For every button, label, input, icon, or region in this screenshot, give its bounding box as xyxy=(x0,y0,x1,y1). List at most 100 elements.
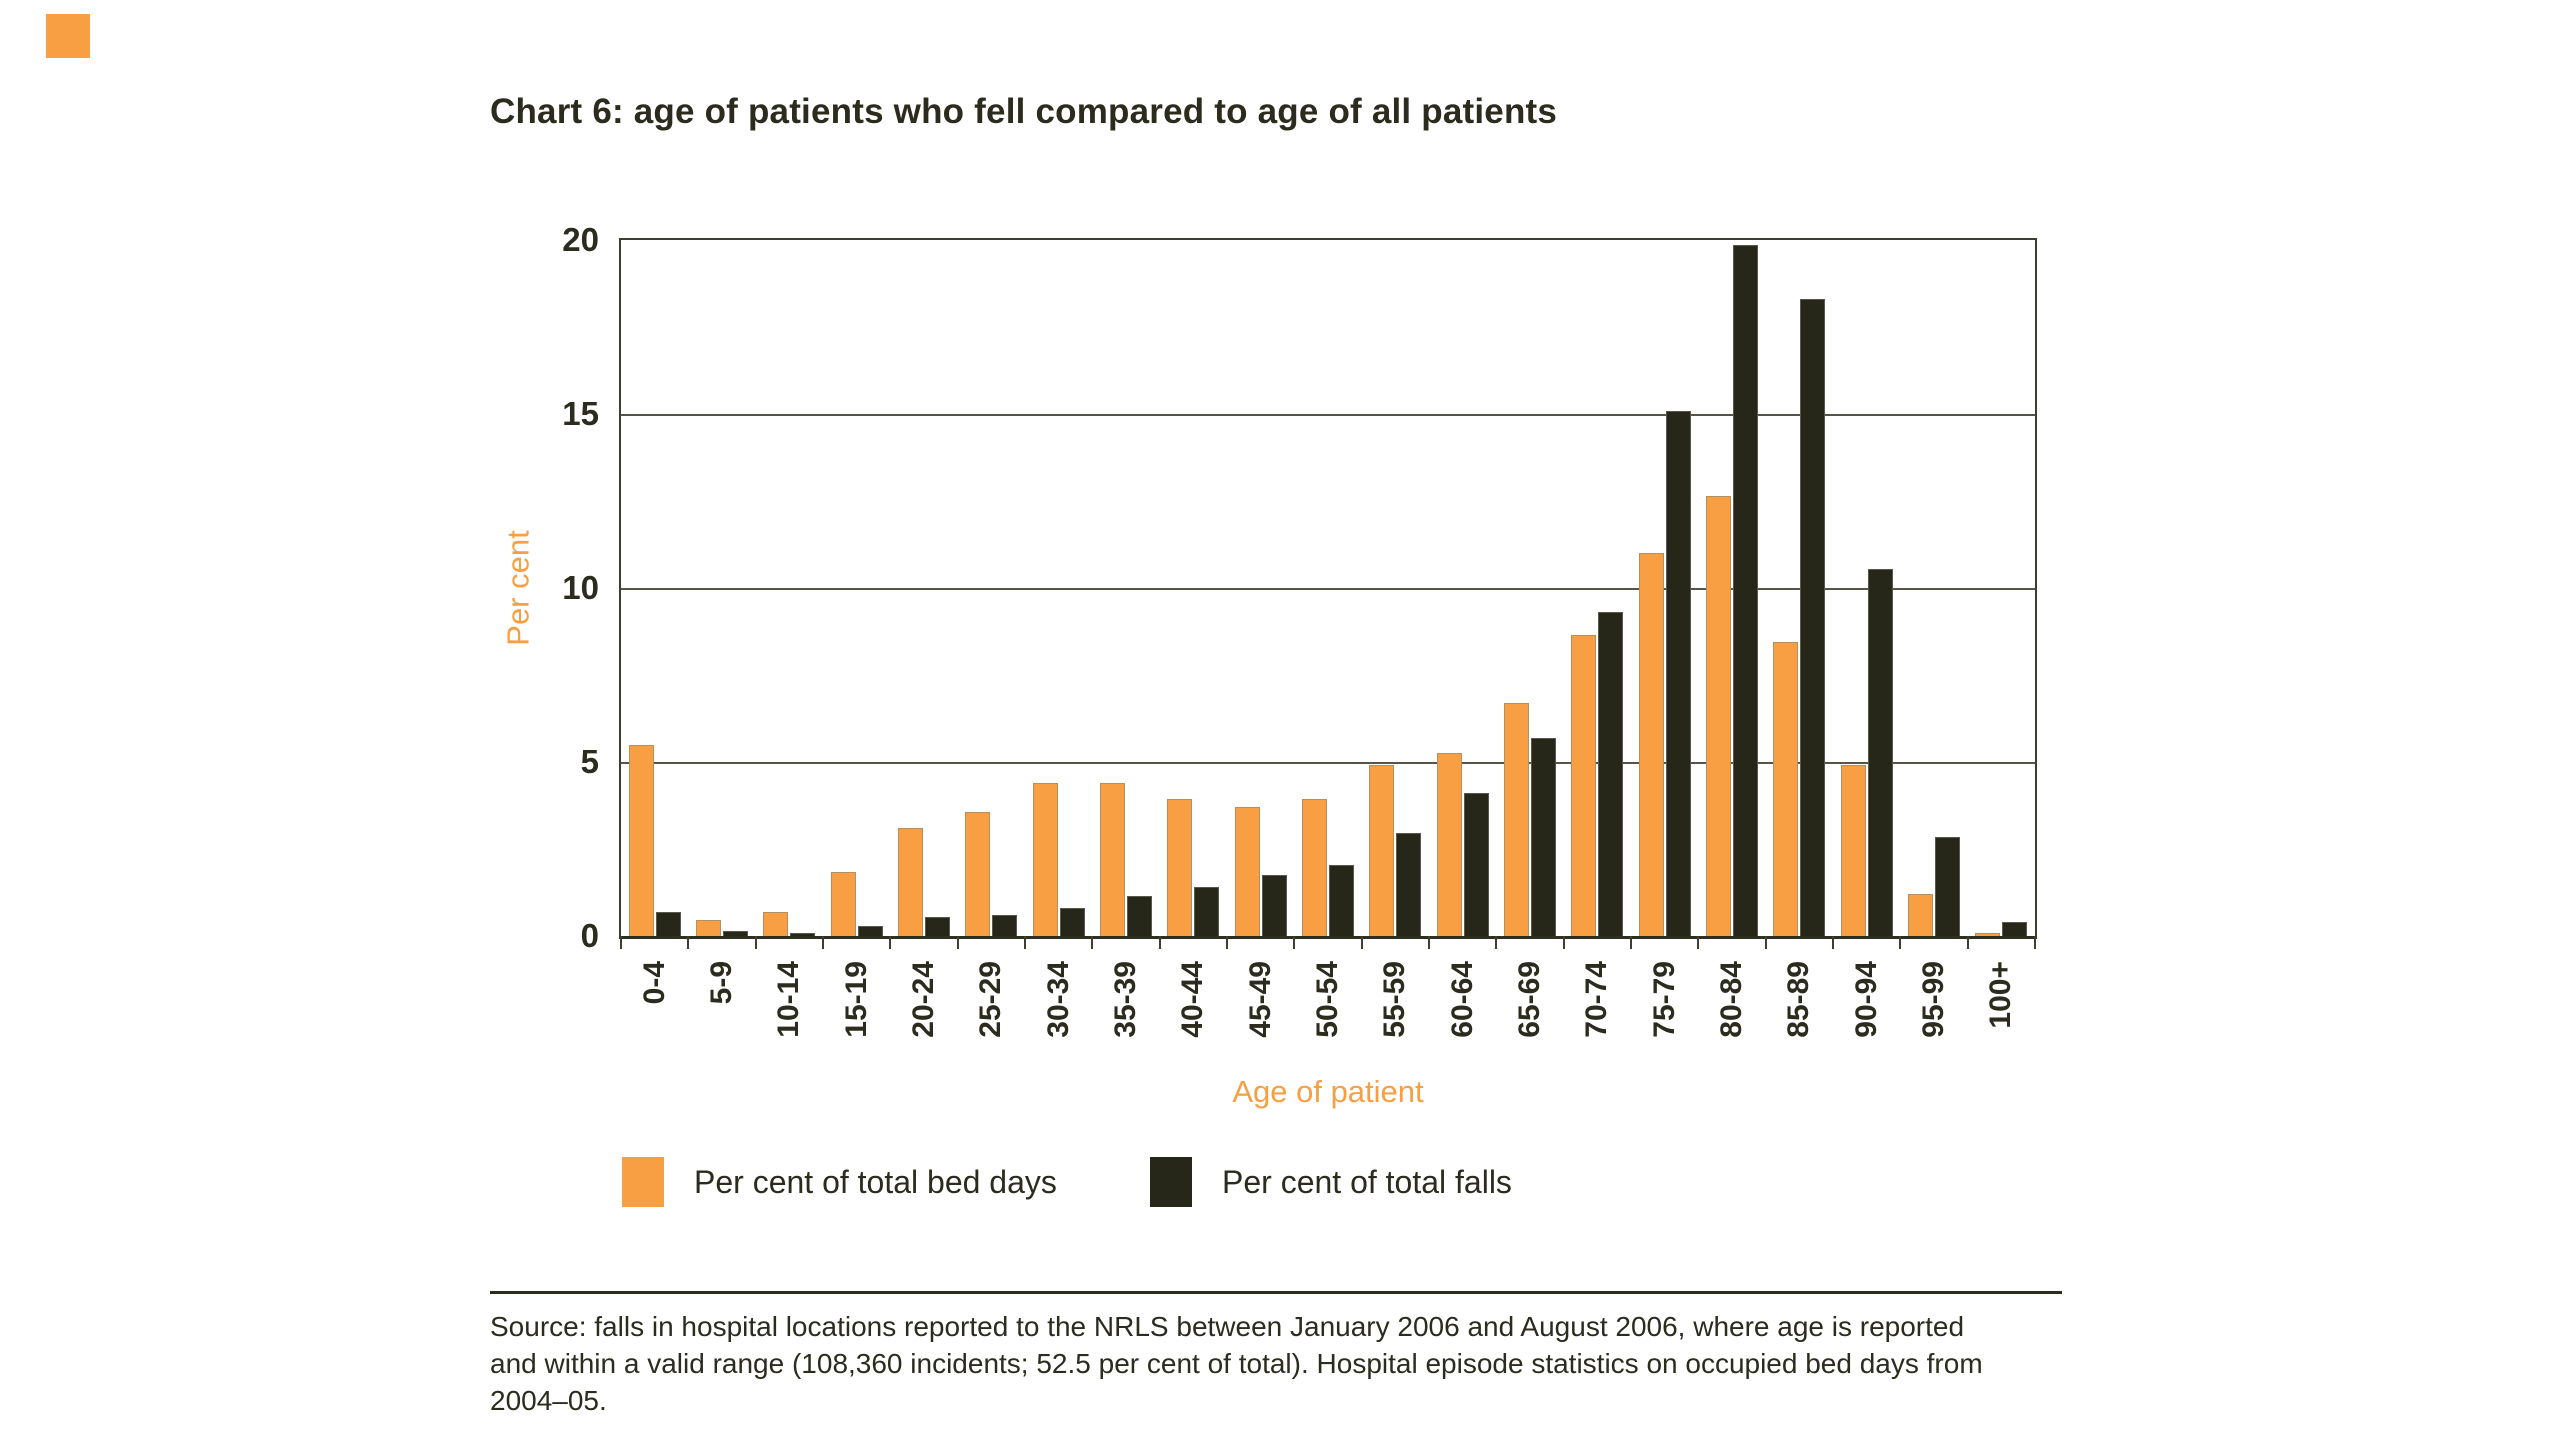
bar-falls-55-59 xyxy=(1396,833,1422,936)
axis-tick-19 xyxy=(1899,936,1902,949)
bar-bed-days-80-84 xyxy=(1705,495,1731,936)
bar-bed-days-75-79 xyxy=(1638,553,1664,936)
category-slot-30-34: 30-34 xyxy=(1025,240,1094,1038)
x-tick-label-50-54: 50-54 xyxy=(1310,961,1344,1038)
category-slot-20-24: 20-24 xyxy=(890,240,959,1038)
bar-bed-days-60-64 xyxy=(1436,753,1462,936)
category-slot-70-74: 70-74 xyxy=(1564,240,1632,1038)
bar-falls-25-29 xyxy=(992,915,1018,936)
category-slot-60-64: 60-64 xyxy=(1429,240,1498,1038)
y-tick-label-0: 0 xyxy=(580,916,599,954)
x-tick-label-55-59: 55-59 xyxy=(1378,961,1412,1038)
x-tick-label-95-99: 95-99 xyxy=(1916,961,1950,1038)
axis-tick-13 xyxy=(1495,936,1498,949)
axis-tick-10 xyxy=(1293,936,1296,949)
legend-item-bed-days: Per cent of total bed days xyxy=(622,1156,1057,1208)
gridline-10 xyxy=(621,588,2035,590)
axis-tick-16 xyxy=(1697,936,1700,949)
x-tick-label-20-24: 20-24 xyxy=(906,961,940,1038)
bar-bed-days-35-39 xyxy=(1099,782,1125,936)
bar-bed-days-90-94 xyxy=(1840,765,1866,936)
bar-bed-days-55-59 xyxy=(1369,765,1395,936)
category-slot-10-14: 10-14 xyxy=(756,240,824,1038)
legend-swatch-bed-days xyxy=(622,1157,664,1207)
bar-bed-days-70-74 xyxy=(1571,634,1597,936)
y-tick-label-20: 20 xyxy=(562,220,599,258)
axis-tick-2 xyxy=(754,936,757,949)
category-slot-15-19: 15-19 xyxy=(823,240,892,1038)
y-tick-label-5: 5 xyxy=(580,742,599,780)
bar-falls-95-99 xyxy=(1934,836,1960,936)
bar-falls-60-64 xyxy=(1463,793,1489,936)
bar-bed-days-40-44 xyxy=(1167,798,1193,936)
axis-tick-4 xyxy=(889,936,892,949)
bar-bed-days-95-99 xyxy=(1907,894,1933,936)
bar-falls-45-49 xyxy=(1261,875,1287,936)
bar-falls-5-9 xyxy=(722,930,748,936)
category-slot-80-84: 80-84 xyxy=(1698,240,1767,1038)
x-tick-label-45-49: 45-49 xyxy=(1243,961,1277,1038)
axis-tick-14 xyxy=(1562,936,1565,949)
bar-falls-15-19 xyxy=(857,925,883,936)
bars-region: 0-4 5-9 10-14 15-19 20-24 25-29 30-34 35-39 40-4… xyxy=(620,240,2036,1038)
category-slot-35-39: 35-39 xyxy=(1092,240,1161,1038)
category-slot-95-99: 95-99 xyxy=(1900,240,1969,1038)
bar-bed-days-100+ xyxy=(1975,932,2001,936)
gridline-15 xyxy=(621,414,2035,416)
bar-falls-30-34 xyxy=(1059,908,1085,936)
bar-falls-10-14 xyxy=(790,932,816,936)
source-line-1: Source: falls in hospital locations repo… xyxy=(490,1311,1965,1342)
y-axis-title: Per cent xyxy=(500,530,536,646)
axis-tick-17 xyxy=(1764,936,1767,949)
category-slot-50-54: 50-54 xyxy=(1294,240,1363,1038)
axis-tick-15 xyxy=(1629,936,1632,949)
orange-corner-mark xyxy=(46,14,90,58)
bar-falls-90-94 xyxy=(1867,568,1893,936)
axis-tick-20 xyxy=(1966,936,1969,949)
category-slot-25-29: 25-29 xyxy=(958,240,1026,1038)
axis-tick-1 xyxy=(687,936,690,949)
category-slot-100+: 100+ xyxy=(1968,240,2036,1029)
source-text: Source: falls in hospital locations repo… xyxy=(490,1308,1983,1419)
bar-falls-20-24 xyxy=(924,916,950,936)
x-tick-label-70-74: 70-74 xyxy=(1580,961,1614,1038)
bar-bed-days-50-54 xyxy=(1301,798,1327,936)
axis-tick-9 xyxy=(1225,936,1228,949)
category-slot-0-4: 0-4 xyxy=(620,240,690,1004)
category-slot-75-79: 75-79 xyxy=(1631,240,1700,1038)
source-line-2: and within a valid range (108,360 incide… xyxy=(490,1348,1983,1379)
x-tick-label-100+: 100+ xyxy=(1984,961,2018,1029)
source-divider xyxy=(490,1291,2062,1294)
axis-tick-18 xyxy=(1831,936,1834,949)
bar-falls-70-74 xyxy=(1598,612,1624,936)
x-tick-label-15-19: 15-19 xyxy=(839,961,873,1038)
x-tick-label-40-44: 40-44 xyxy=(1176,961,1210,1038)
bar-bed-days-0-4 xyxy=(628,744,654,936)
x-tick-label-0-4: 0-4 xyxy=(637,961,671,1005)
category-slot-40-44: 40-44 xyxy=(1160,240,1228,1038)
axis-tick-5 xyxy=(956,936,959,949)
bar-falls-85-89 xyxy=(1800,299,1826,936)
bar-bed-days-5-9 xyxy=(695,920,721,936)
axis-tick-21 xyxy=(2033,936,2036,949)
axis-tick-6 xyxy=(1023,936,1026,949)
x-tick-label-75-79: 75-79 xyxy=(1647,961,1681,1038)
x-tick-label-25-29: 25-29 xyxy=(974,961,1008,1038)
axis-tick-11 xyxy=(1360,936,1363,949)
legend-label-bed-days: Per cent of total bed days xyxy=(694,1163,1057,1200)
category-slot-5-9: 5-9 xyxy=(688,240,757,1004)
x-tick-label-5-9: 5-9 xyxy=(704,961,738,1005)
bar-bed-days-65-69 xyxy=(1503,702,1529,936)
legend-item-falls: Per cent of total falls xyxy=(1150,1156,1512,1208)
bar-falls-65-69 xyxy=(1530,737,1556,936)
legend-swatch-falls xyxy=(1150,1157,1192,1207)
x-tick-label-10-14: 10-14 xyxy=(772,961,806,1038)
category-slot-55-59: 55-59 xyxy=(1362,240,1430,1038)
category-slot-65-69: 65-69 xyxy=(1496,240,1565,1038)
axis-tick-8 xyxy=(1158,936,1161,949)
x-tick-label-65-69: 65-69 xyxy=(1512,961,1546,1038)
x-axis-title: Age of patient xyxy=(1232,1074,1424,1109)
bar-falls-100+ xyxy=(2002,922,2028,936)
plot-area: Per cent 0-4 5-9 10-14 15-19 20-24 25-29 30-34… xyxy=(501,223,2037,1038)
